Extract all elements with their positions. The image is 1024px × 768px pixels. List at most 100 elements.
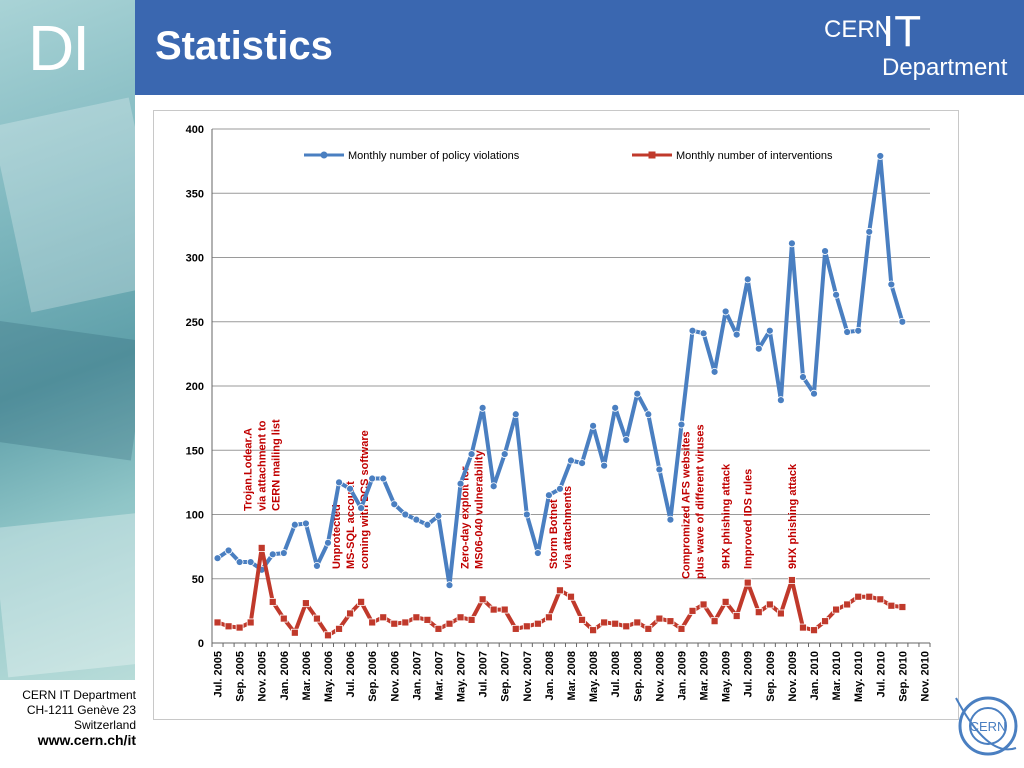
data-point — [357, 504, 366, 512]
data-point — [368, 474, 377, 483]
annotation-label: Trojan.Lodear.A — [243, 428, 255, 511]
data-point — [390, 619, 399, 628]
x-tick-label: Jan. 2010 — [809, 651, 821, 701]
data-point — [511, 410, 520, 419]
annotation-label: MS06-040 vulnerability — [474, 450, 486, 569]
data-point — [489, 482, 498, 491]
data-point — [545, 613, 553, 622]
data-point — [611, 403, 620, 412]
data-point — [556, 484, 564, 493]
data-point — [677, 624, 686, 633]
x-tick-label: Mar. 2007 — [433, 651, 445, 701]
data-point — [290, 520, 299, 529]
data-point — [478, 403, 487, 412]
x-tick-label: Jul. 2008 — [610, 651, 622, 697]
data-point — [213, 618, 222, 627]
data-point — [213, 554, 222, 563]
x-tick-label: Nov. 2009 — [787, 651, 799, 702]
data-point — [412, 613, 421, 622]
annotation-label: 9HX phishing attack — [721, 463, 733, 569]
data-point — [567, 592, 575, 601]
data-point — [235, 558, 244, 566]
footer-url[interactable]: www.cern.ch/it — [37, 732, 136, 748]
data-point — [301, 599, 310, 608]
data-point — [688, 606, 697, 615]
data-point — [567, 456, 575, 465]
data-point — [898, 317, 907, 326]
annotation-label: MS-SQL account — [345, 481, 357, 569]
data-point — [898, 603, 907, 611]
data-point — [467, 450, 476, 459]
legend-marker — [320, 151, 328, 159]
data-point — [324, 538, 332, 547]
data-point — [478, 595, 487, 604]
data-point — [600, 618, 609, 627]
data-point — [500, 450, 509, 459]
sidebar-decoration — [0, 97, 135, 313]
data-point — [699, 329, 708, 338]
data-point — [799, 373, 807, 381]
data-point — [522, 510, 531, 519]
data-point — [545, 491, 553, 500]
data-point — [379, 474, 388, 483]
data-point — [500, 605, 509, 614]
department-logo-text: Department — [882, 54, 1008, 81]
x-tick-label: Nov. 2008 — [654, 651, 666, 702]
data-point — [810, 389, 818, 398]
data-point — [313, 561, 321, 570]
sidebar-decoration — [0, 319, 135, 461]
data-point — [279, 614, 288, 623]
x-tick-label: Sep. 2006 — [367, 651, 379, 702]
data-point — [644, 410, 653, 419]
annotation-label: 9HX phishing attack — [787, 463, 799, 569]
data-point — [721, 307, 730, 316]
x-tick-label: May. 2007 — [456, 651, 468, 702]
data-point — [776, 396, 785, 405]
data-point — [246, 618, 255, 627]
data-point — [423, 520, 432, 529]
x-tick-label: Jan. 2009 — [676, 651, 688, 701]
footer-line: CH-1211 Genève 23 — [26, 703, 136, 717]
legend-marker — [648, 151, 656, 159]
data-point — [799, 623, 807, 632]
data-point — [776, 609, 785, 618]
data-point — [788, 239, 796, 248]
y-tick-label: 100 — [186, 510, 204, 522]
data-point — [456, 613, 465, 622]
data-point — [743, 578, 752, 587]
y-tick-label: 250 — [186, 317, 204, 329]
x-tick-label: Mar. 2009 — [699, 651, 711, 701]
x-tick-label: Nov. 2006 — [389, 651, 401, 702]
data-point — [710, 617, 719, 626]
data-point — [313, 614, 321, 623]
x-tick-label: Jul. 2007 — [478, 651, 490, 697]
data-point — [854, 592, 863, 601]
data-point — [887, 601, 896, 610]
x-tick-label: Jul. 2010 — [875, 651, 887, 697]
data-point — [754, 608, 763, 617]
x-tick-label: Sep. 2007 — [500, 651, 512, 702]
data-point — [390, 500, 399, 509]
x-tick-label: Jan. 2008 — [544, 651, 556, 701]
x-tick-label: May. 2010 — [853, 651, 865, 702]
data-point — [743, 275, 752, 284]
annotation-label: via attachments — [562, 486, 574, 569]
data-point — [423, 615, 432, 624]
data-point — [379, 613, 388, 622]
y-tick-label: 300 — [186, 253, 204, 265]
data-point — [589, 421, 597, 430]
data-point — [434, 624, 443, 633]
annotation-label: Compromized AFS websites — [681, 431, 693, 579]
data-point — [434, 511, 443, 520]
data-point — [346, 609, 354, 618]
data-point — [688, 326, 697, 335]
data-point — [699, 600, 708, 609]
data-point — [290, 628, 299, 637]
annotation-label: Storm Botnet — [548, 499, 560, 569]
footer-line: CERN IT Department — [22, 688, 136, 702]
annotation-label: plus wave of different viruses — [695, 424, 707, 579]
data-point — [666, 515, 675, 524]
y-tick-label: 50 — [192, 574, 204, 586]
x-tick-label: Jan. 2006 — [279, 651, 291, 701]
sidebar-background: DI — [0, 0, 135, 680]
